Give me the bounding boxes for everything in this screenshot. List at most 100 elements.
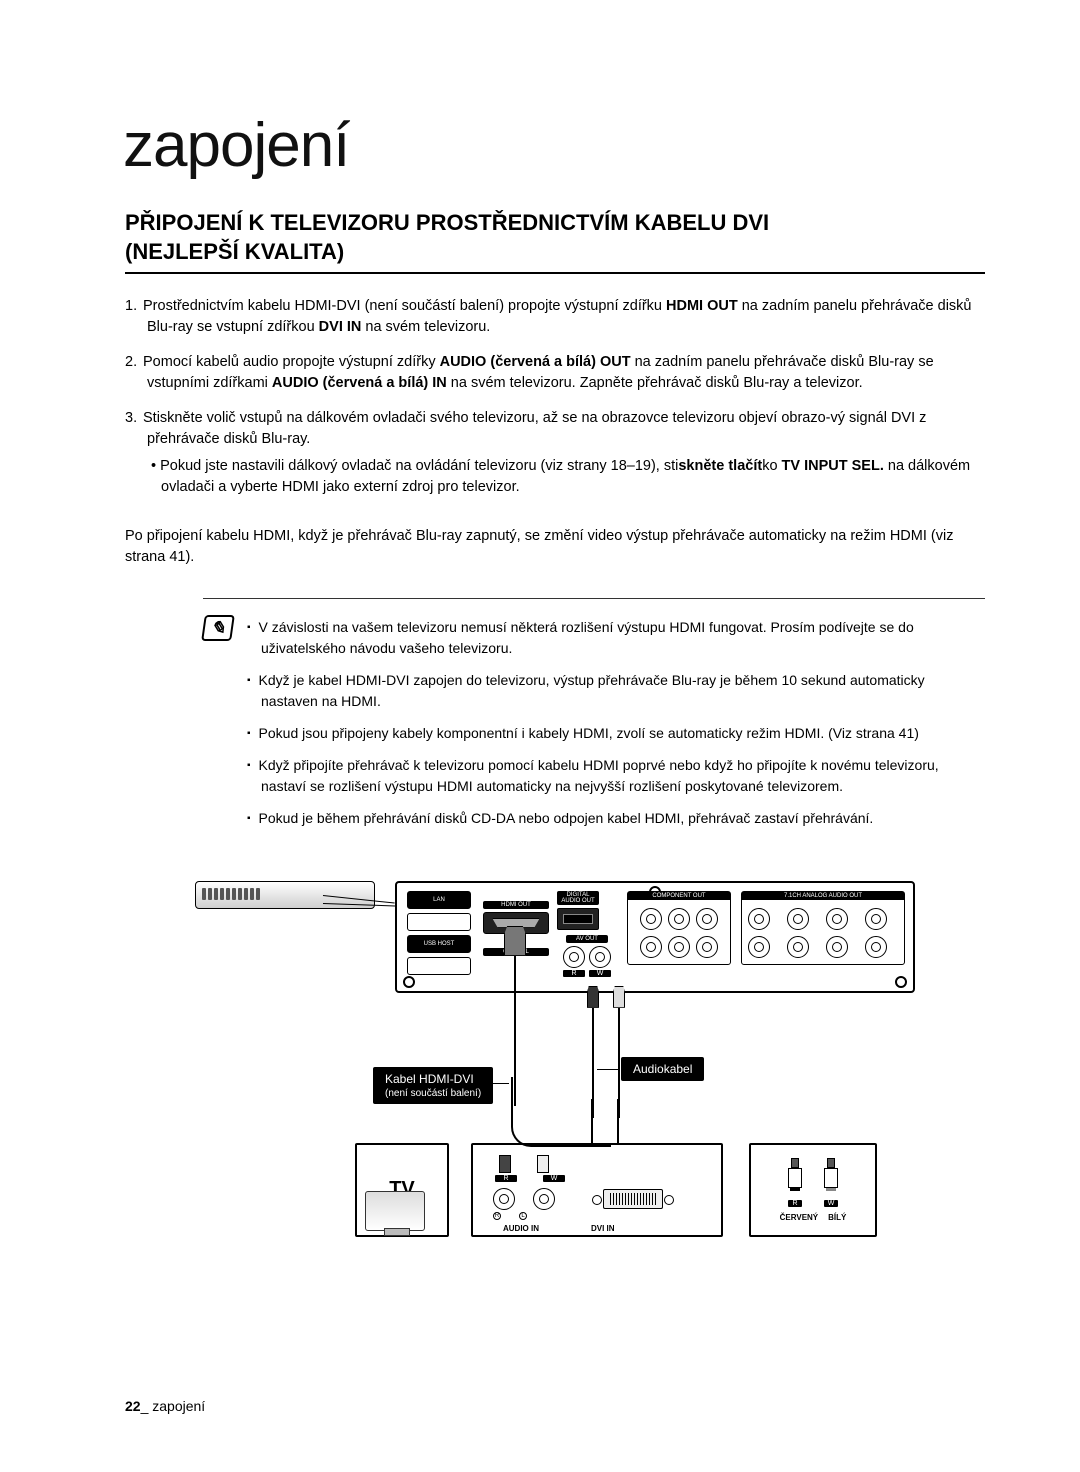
step-2-num: 2. xyxy=(125,352,143,373)
page-footer: 22_ zapojení xyxy=(125,1398,205,1414)
note-item: Když připojíte přehrávač k televizoru po… xyxy=(247,755,985,796)
r-chip: R xyxy=(495,1175,517,1182)
plug-white-mini xyxy=(537,1155,549,1173)
av-out-label: AV OUT xyxy=(566,935,608,943)
step-2-text-a: Pomocí kabelů audio propojte výstupní zd… xyxy=(143,354,440,370)
step-1-text-b: HDMI OUT xyxy=(666,298,738,314)
page-number: 22 xyxy=(125,1398,141,1414)
step-2-text-b: AUDIO (červená a bílá) OUT xyxy=(440,354,631,370)
plug-white-icon xyxy=(824,1158,838,1192)
tv-box: TV xyxy=(355,1143,449,1237)
w-chip: W xyxy=(824,1200,838,1207)
plug-red-mini xyxy=(499,1155,511,1173)
tv-rca-l xyxy=(533,1188,555,1210)
step-1-text-a: Prostřednictvím kabelu HDMI-DVI (není so… xyxy=(143,298,666,314)
step-3-num: 3. xyxy=(125,408,143,429)
hdmi-dvi-tag-sub: (není součástí balení) xyxy=(385,1088,481,1099)
rca-port xyxy=(787,908,809,930)
screw-icon xyxy=(895,976,907,988)
rca-port xyxy=(748,936,770,958)
step-2-text-d: AUDIO (červená a bílá) IN xyxy=(272,375,447,391)
rca-port xyxy=(668,936,690,958)
step-2-text-e: na svém televizoru. Zapněte přehrávač di… xyxy=(447,375,863,391)
audio-tag: Audiokabel xyxy=(621,1057,704,1081)
component-out-label: COMPONENT OUT xyxy=(628,892,730,900)
step-3-text: Stiskněte volič vstupů na dálkovém ovlad… xyxy=(143,410,926,447)
footer-sep: _ xyxy=(141,1398,153,1414)
w-chip: W xyxy=(543,1175,565,1182)
note-block: ✎ V závislosti na vašem televizoru nemus… xyxy=(203,598,985,870)
step-1-text-e: na svém televizoru. xyxy=(361,319,490,335)
step-3-sub-a: • Pokud jste nastavili dálkový ovladač n… xyxy=(151,458,678,474)
lan-label: LAN xyxy=(407,891,471,909)
digital-audio-block: DIGITAL AUDIO OUT xyxy=(557,891,599,930)
step-3-sub-d: TV INPUT SEL. xyxy=(782,458,884,474)
tag-connector-line xyxy=(597,1069,619,1070)
lan-usb-stack: LAN USB HOST xyxy=(407,891,471,979)
cable-bend xyxy=(591,1099,593,1145)
rca-red xyxy=(563,946,585,968)
red-label: ČERVENÝ xyxy=(780,1213,819,1222)
rca-port xyxy=(865,936,887,958)
tv-rca-r xyxy=(493,1188,515,1210)
dvi-in-port xyxy=(603,1189,663,1209)
note-item: Pokud je během přehrávání disků CD-DA ne… xyxy=(247,808,985,829)
rca-white xyxy=(589,946,611,968)
rca-port xyxy=(696,908,718,930)
cable-bend xyxy=(617,1099,619,1145)
step-3-sub-c: ko xyxy=(762,458,781,474)
rca-port xyxy=(787,936,809,958)
white-label: BÍLÝ xyxy=(828,1213,846,1222)
color-legend-box: R W ČERVENÝ BÍLÝ xyxy=(749,1143,877,1237)
r-circle: R xyxy=(493,1212,501,1220)
tv-input-panel: R W R L AUDIO IN DVI IN xyxy=(471,1143,723,1237)
section-heading-line1: PŘIPOJENÍ K TELEVIZORU PROSTŘEDNICTVÍM K… xyxy=(125,210,769,235)
hdmi-dvi-tag-label: Kabel HDMI-DVI xyxy=(385,1072,474,1086)
rca-port xyxy=(640,936,662,958)
step-3-sub-b: skněte tlačít xyxy=(678,458,762,474)
usb-port xyxy=(407,957,471,975)
rca-port xyxy=(668,908,690,930)
connection-diagram: LAN USB HOST HDMI OUT OPTICAL DIGITAL AU… xyxy=(195,881,915,1281)
r-chip: R xyxy=(563,970,585,977)
rca-port xyxy=(640,908,662,930)
71ch-label: 7.1CH ANALOG AUDIO OUT xyxy=(742,892,904,900)
audio-in-label: AUDIO IN xyxy=(503,1224,539,1233)
coaxial-port xyxy=(557,908,599,930)
w-chip: W xyxy=(589,970,611,977)
note-icon: ✎ xyxy=(201,615,235,641)
steps-list: 1.Prostřednictvím kabelu HDMI-DVI (není … xyxy=(125,296,985,498)
cable-bend xyxy=(511,1077,611,1147)
hdmi-out-label: HDMI OUT xyxy=(483,901,549,909)
digital-audio-label: DIGITAL AUDIO OUT xyxy=(557,891,599,905)
av-out-block: AV OUT R W xyxy=(557,935,617,977)
rca-port xyxy=(865,908,887,930)
step-2: 2.Pomocí kabelů audio propojte výstupní … xyxy=(125,352,985,394)
step-1-num: 1. xyxy=(125,296,143,317)
rca-port xyxy=(826,908,848,930)
note-list: V závislosti na vašem televizoru nemusí … xyxy=(247,617,985,840)
step-3-sub: • Pokud jste nastavili dálkový ovladač n… xyxy=(147,456,985,498)
rca-port xyxy=(748,908,770,930)
lan-port xyxy=(407,913,471,931)
hdmi-dvi-tag: Kabel HDMI-DVI (není součástí balení) xyxy=(373,1067,493,1104)
tag-connector-line xyxy=(487,1083,509,1084)
rca-port xyxy=(696,936,718,958)
step-1: 1.Prostřednictvím kabelu HDMI-DVI (není … xyxy=(125,296,985,338)
component-out-group: COMPONENT OUT xyxy=(627,891,731,965)
usb-label: USB HOST xyxy=(407,935,471,953)
step-1-text-d: DVI IN xyxy=(319,319,362,335)
dvi-in-label: DVI IN xyxy=(591,1224,615,1233)
section-heading-line2: (NEJLEPŠÍ KVALITA) xyxy=(125,239,344,264)
section-heading: PŘIPOJENÍ K TELEVIZORU PROSTŘEDNICTVÍM K… xyxy=(125,209,985,274)
player-back-panel: LAN USB HOST HDMI OUT OPTICAL DIGITAL AU… xyxy=(395,881,915,993)
l-circle: L xyxy=(519,1212,527,1220)
note-item: Když je kabel HDMI-DVI zapojen do televi… xyxy=(247,670,985,711)
note-item: V závislosti na vašem televizoru nemusí … xyxy=(247,617,985,658)
rca-port xyxy=(826,936,848,958)
step-3: 3.Stiskněte volič vstupů na dálkovém ovl… xyxy=(125,408,985,498)
note-item: Pokud jsou připojeny kabely komponentní … xyxy=(247,723,985,744)
71ch-group: 7.1CH ANALOG AUDIO OUT xyxy=(741,891,905,965)
after-steps-paragraph: Po připojení kabelu HDMI, když je přehrá… xyxy=(125,526,985,568)
page-title: zapojení xyxy=(123,110,985,181)
